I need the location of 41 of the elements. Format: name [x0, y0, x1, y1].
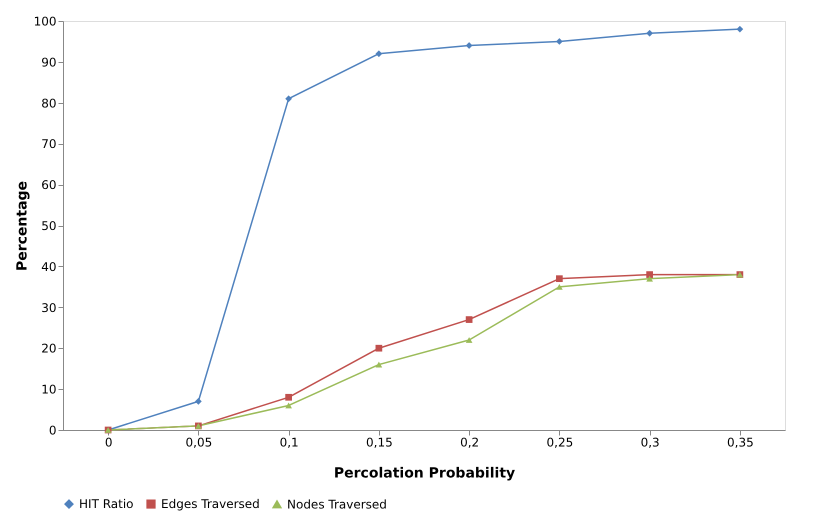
- point: [285, 95, 292, 102]
- x-tick-label: 0,1: [280, 436, 299, 450]
- x-tick-label: 0: [104, 436, 112, 450]
- y-tick-label: 60: [41, 178, 56, 192]
- point: [466, 337, 472, 343]
- y-tick-label: 20: [41, 342, 56, 356]
- point: [646, 271, 653, 278]
- point: [646, 30, 653, 37]
- point: [556, 38, 563, 45]
- x-tick-label: 0,2: [460, 436, 480, 450]
- x-tick-label: 0,35: [727, 436, 754, 450]
- x-axis-title: Percolation Probability: [334, 466, 516, 482]
- y-tick-label: 10: [41, 382, 56, 397]
- point: [285, 402, 292, 408]
- y-tick-label: 0: [48, 424, 56, 438]
- point: [556, 284, 563, 290]
- point: [376, 362, 382, 368]
- legend-label: Nodes Traversed: [287, 497, 387, 512]
- x-tick-label: 0,15: [366, 436, 393, 450]
- point: [466, 42, 472, 49]
- legend-label: Edges Traversed: [161, 497, 260, 512]
- y-tick-label: 70: [41, 137, 56, 152]
- point: [736, 26, 744, 33]
- y-tick-label: 50: [41, 219, 56, 233]
- x-tick-label: 0,3: [640, 436, 660, 450]
- y-axis-title: Percentage: [14, 180, 31, 272]
- x-tick-label: 0,05: [186, 436, 212, 450]
- point: [195, 398, 202, 405]
- y-tick-label: 100: [34, 14, 56, 28]
- y-tick-label: 90: [41, 55, 56, 70]
- point: [556, 275, 563, 282]
- y-tick-label: 30: [41, 300, 56, 315]
- legend-label: HIT Ratio: [79, 497, 134, 512]
- y-tick-label: 80: [41, 96, 56, 110]
- point: [376, 50, 382, 58]
- point: [466, 316, 472, 323]
- y-tick-label: 40: [41, 260, 56, 274]
- point: [285, 394, 292, 401]
- point: [376, 344, 382, 352]
- point: [646, 276, 653, 282]
- x-tick-label: 0,25: [546, 436, 574, 450]
